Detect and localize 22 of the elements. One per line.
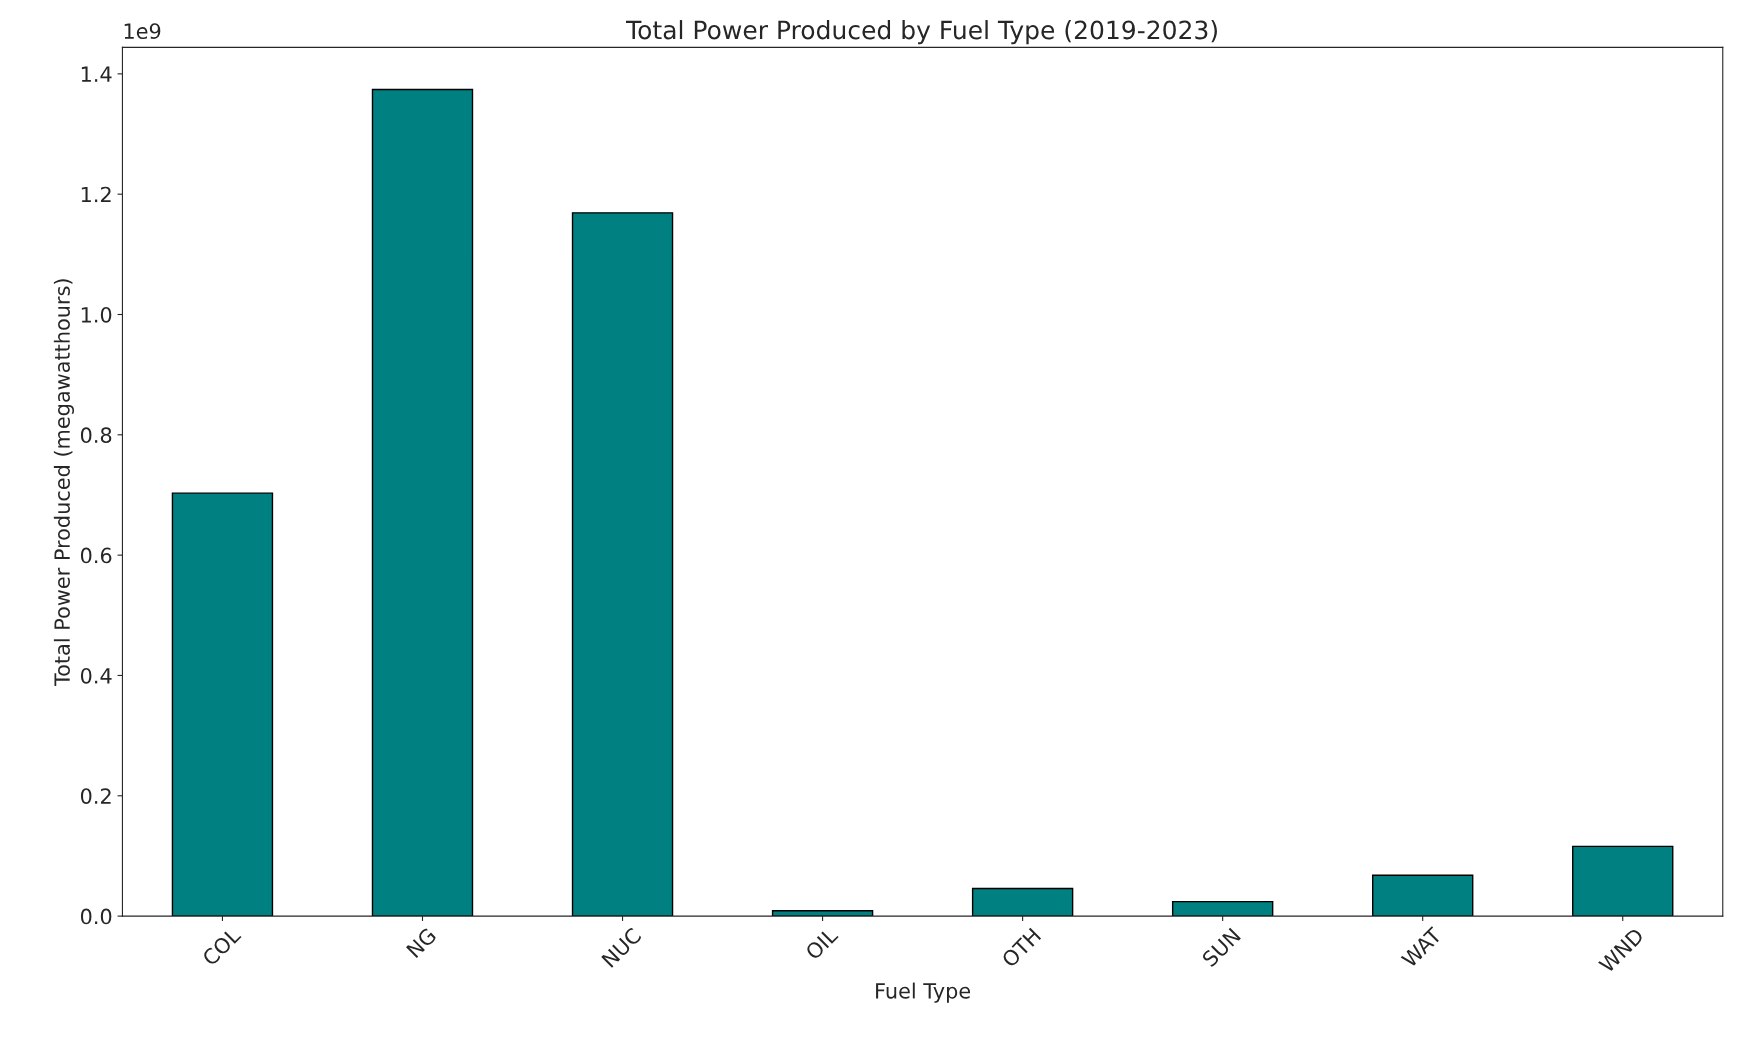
y-tick-label: 0.2 xyxy=(80,788,111,804)
bar xyxy=(371,88,474,917)
chart-title: Total Power Produced by Fuel Type (2019-2023) xyxy=(626,20,1217,45)
y-tick-label: 0.6 xyxy=(80,547,112,564)
y-tick-label: 1.0 xyxy=(81,306,112,323)
y-tick-label: 1.2 xyxy=(81,186,111,203)
y-tick-label: 0.8 xyxy=(80,427,112,444)
bar xyxy=(1572,845,1674,917)
x-tick-label: NG xyxy=(405,927,437,959)
bar xyxy=(571,212,674,917)
y-axis-title: Total Power Produced (megawatthours) xyxy=(53,279,75,687)
bar xyxy=(171,492,274,917)
bar xyxy=(1371,874,1474,917)
bar xyxy=(1171,900,1274,917)
x-axis-title: Fuel Type xyxy=(876,982,971,1003)
x-tick-label: OIL xyxy=(804,926,839,961)
bar xyxy=(971,887,1074,917)
text: 1e9 xyxy=(124,23,161,39)
y-tick-label: 0.4 xyxy=(80,667,112,684)
x-tick-label: COL xyxy=(201,926,242,967)
y-tick-label: 0.0 xyxy=(80,908,112,925)
y-tick-label: 1.4 xyxy=(81,66,112,82)
